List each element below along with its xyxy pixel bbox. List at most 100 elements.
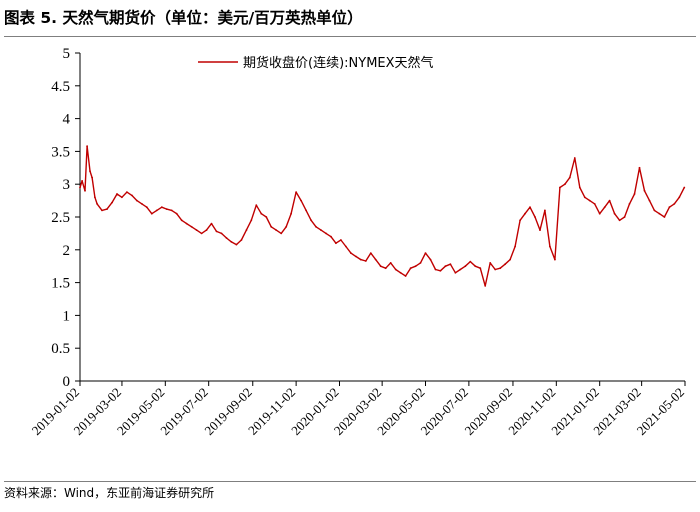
data-point	[554, 258, 556, 261]
data-point	[479, 267, 482, 270]
data-point	[240, 239, 243, 241]
data-point	[325, 232, 327, 235]
source-note: 资料来源：Wind，东亚前海证券研究所	[4, 486, 215, 500]
data-point	[131, 194, 133, 197]
data-point	[111, 201, 113, 204]
data-point	[190, 225, 193, 228]
data-point	[439, 269, 442, 272]
figure-title: 图表 5. 天然气期货价（单位：美元/百万英热单位）	[4, 9, 363, 27]
data-point	[170, 209, 173, 212]
data-point	[469, 260, 472, 263]
data-point	[568, 176, 571, 179]
data-point	[658, 212, 661, 215]
data-point	[653, 209, 656, 212]
data-point	[91, 176, 93, 179]
data-point	[374, 258, 377, 261]
data-point	[295, 191, 297, 194]
data-point	[628, 203, 631, 205]
data-point	[310, 219, 312, 222]
data-point	[136, 199, 138, 202]
y-tick-label: 0.5	[51, 341, 70, 357]
data-point	[215, 230, 218, 233]
data-point	[509, 258, 511, 261]
data-point	[608, 199, 611, 202]
data-point	[454, 271, 457, 274]
data-point	[300, 199, 302, 202]
data-point	[389, 262, 392, 264]
data-point	[529, 206, 531, 209]
data-point	[474, 265, 477, 268]
data-point	[285, 225, 288, 228]
data-point	[106, 208, 108, 211]
data-point	[155, 209, 158, 212]
data-point	[504, 263, 506, 266]
data-point	[544, 209, 546, 212]
data-point	[663, 216, 666, 218]
data-point	[379, 265, 382, 268]
data-point	[603, 206, 606, 209]
y-tick-label: 4	[63, 112, 71, 128]
data-point	[573, 157, 576, 159]
series-line	[79, 145, 685, 287]
data-point	[180, 219, 183, 222]
data-point	[623, 216, 626, 218]
data-point	[489, 262, 492, 264]
data-point	[648, 199, 651, 202]
data-point	[434, 268, 437, 271]
data-point	[613, 212, 616, 215]
data-point	[459, 268, 462, 271]
data-point	[305, 209, 307, 212]
legend: 期货收盘价(连续):NYMEX天然气	[198, 55, 434, 71]
data-point	[643, 189, 646, 192]
data-point	[524, 212, 526, 215]
data-point	[141, 203, 143, 205]
data-point	[673, 203, 676, 205]
data-point	[404, 275, 407, 277]
data-point	[245, 229, 248, 232]
data-point	[195, 229, 198, 232]
y-tick-label: 1.5	[51, 276, 70, 292]
data-point	[210, 222, 213, 225]
data-point	[444, 265, 447, 268]
x-tick-label: 2021-05-02	[634, 385, 688, 439]
data-point	[350, 252, 352, 255]
data-point	[384, 267, 387, 270]
y-tick-label: 1	[63, 308, 71, 324]
series-layer	[79, 145, 686, 287]
data-point	[175, 212, 178, 215]
data-point	[340, 239, 342, 241]
data-point	[633, 193, 636, 195]
data-point	[369, 252, 372, 255]
data-point	[315, 225, 317, 228]
data-point	[414, 265, 417, 268]
data-point	[235, 243, 238, 246]
data-point	[514, 245, 516, 248]
data-point	[345, 245, 347, 248]
data-point	[270, 225, 273, 228]
data-point	[449, 263, 452, 266]
data-point	[121, 196, 123, 199]
title-bar: 图表 5. 天然气期货价（单位：美元/百万英热单位）	[4, 6, 696, 37]
data-point	[359, 258, 362, 261]
data-point	[165, 208, 168, 211]
data-point	[86, 145, 88, 148]
data-point	[419, 262, 422, 264]
data-point	[638, 166, 641, 169]
data-point	[618, 219, 621, 222]
data-point	[588, 199, 591, 202]
data-point	[683, 186, 686, 189]
data-point	[260, 212, 263, 215]
data-point	[464, 265, 467, 268]
y-tick-label: 0	[63, 374, 71, 390]
data-point	[160, 206, 163, 209]
data-point	[220, 232, 223, 235]
data-point	[364, 260, 367, 262]
legend-label: 期货收盘价(连续):NYMEX天然气	[243, 55, 434, 71]
data-point	[89, 170, 91, 173]
data-point	[539, 229, 541, 232]
data-point	[200, 232, 203, 235]
data-point	[399, 271, 402, 274]
data-point	[354, 255, 357, 258]
source-bar: 资料来源：Wind，东亚前海证券研究所	[4, 481, 696, 504]
data-point	[250, 219, 253, 222]
